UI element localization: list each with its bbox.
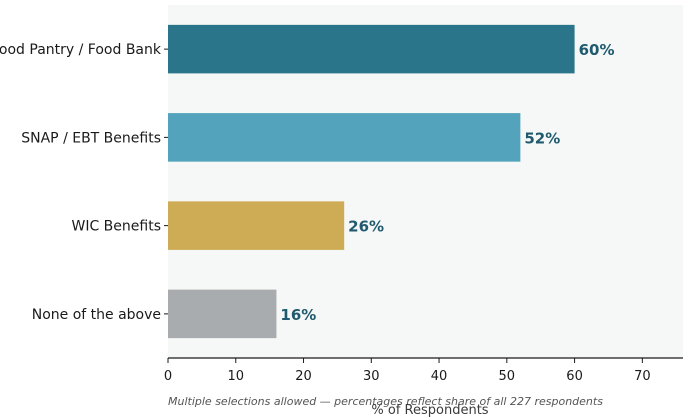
value-label: 60%: [579, 41, 615, 59]
x-tick-label: 20: [295, 369, 312, 384]
category-label: SNAP / EBT Benefits: [21, 130, 161, 146]
value-label: 26%: [348, 218, 384, 236]
x-tick-label: 30: [363, 369, 380, 384]
x-tick-label: 0: [164, 369, 172, 384]
category-label: None of the above: [32, 307, 161, 323]
bar-3: [168, 289, 277, 339]
category-label: Food Pantry / Food Bank: [0, 42, 162, 58]
value-label: 16%: [280, 306, 316, 324]
x-tick-label: 50: [499, 369, 516, 384]
bar-1: [168, 113, 521, 162]
x-tick-label: 10: [227, 369, 244, 384]
x-axis-title: % of Respondents: [371, 403, 488, 418]
value-label: 52%: [524, 129, 560, 147]
chart-footnote: Multiple selections allowed — percentage…: [168, 395, 603, 408]
bar-2: [168, 201, 345, 250]
bar-0: [168, 24, 575, 74]
x-tick-label: 60: [566, 369, 583, 384]
x-tick-label: 40: [431, 369, 448, 384]
category-label: WIC Benefits: [71, 219, 161, 235]
x-tick-label: 70: [634, 369, 651, 384]
